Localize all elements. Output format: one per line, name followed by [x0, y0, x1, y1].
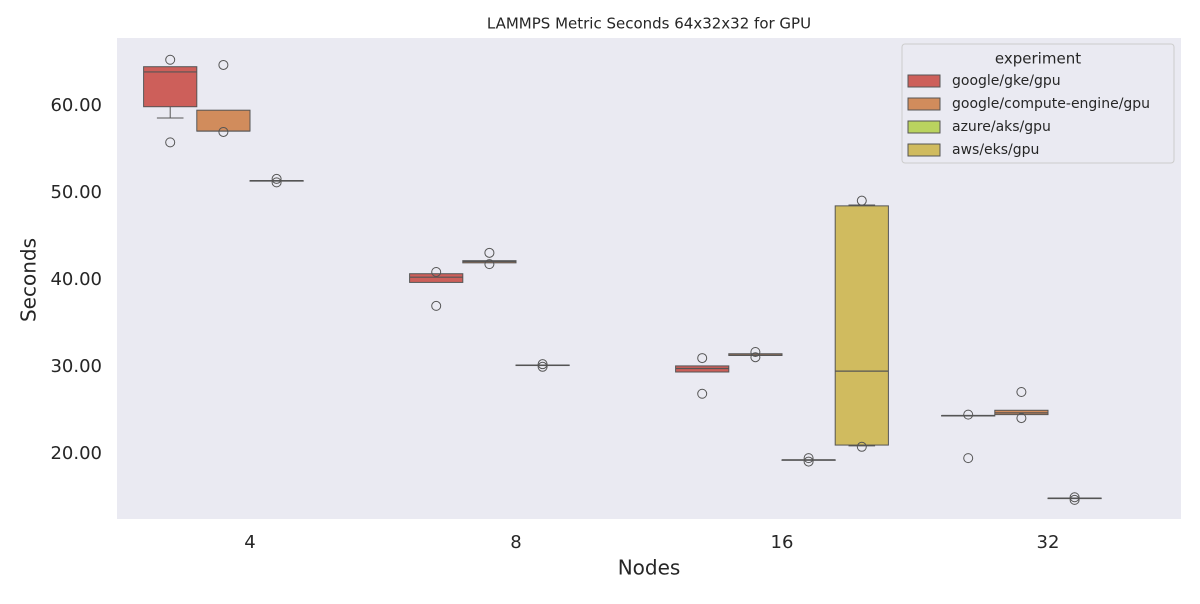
- legend-swatch: [907, 97, 941, 111]
- outlier: [697, 388, 708, 399]
- y-axis-label: Seconds: [17, 238, 41, 322]
- outlier: [484, 247, 495, 258]
- outlier: [1069, 494, 1080, 505]
- x-tick-label: 8: [510, 532, 521, 553]
- outlier: [750, 352, 761, 363]
- x-tick-label: 4: [244, 532, 255, 553]
- outlier: [963, 453, 974, 464]
- outlier: [803, 453, 814, 464]
- outlier: [431, 266, 442, 277]
- y-tick-label: 60.00: [50, 95, 102, 116]
- legend-label: azure/aks/gpu: [952, 119, 1051, 135]
- outlier: [697, 353, 708, 364]
- outlier: [218, 59, 229, 70]
- x-axis-label: Nodes: [618, 556, 681, 580]
- outlier: [856, 441, 867, 452]
- outlier: [484, 259, 495, 270]
- legend-label: google/compute-engine/gpu: [952, 96, 1150, 112]
- outlier: [271, 177, 282, 188]
- outlier: [1069, 492, 1080, 503]
- legend-label: aws/eks/gpu: [952, 142, 1039, 158]
- legend-swatch: [907, 74, 941, 88]
- outlier: [537, 359, 548, 370]
- outlier: [750, 346, 761, 357]
- outlier: [856, 195, 867, 206]
- box: [143, 66, 198, 108]
- legend-box: [901, 43, 1175, 164]
- outlier: [431, 300, 442, 311]
- box: [409, 273, 464, 283]
- x-tick-label: 32: [1037, 532, 1060, 553]
- x-tick-label: 16: [771, 532, 794, 553]
- legend-title: experiment: [995, 50, 1081, 68]
- outlier: [537, 361, 548, 372]
- y-tick-label: 20.00: [50, 443, 102, 464]
- outlier: [271, 173, 282, 184]
- legend-label: google/gke/gpu: [952, 73, 1061, 89]
- legend-swatch: [907, 120, 941, 134]
- outlier: [218, 126, 229, 137]
- outlier: [803, 456, 814, 467]
- y-tick-label: 30.00: [50, 356, 102, 377]
- outlier: [165, 137, 176, 148]
- y-tick-label: 40.00: [50, 269, 102, 290]
- chart-title: LAMMPS Metric Seconds 64x32x32 for GPU: [487, 15, 811, 33]
- y-tick-label: 50.00: [50, 182, 102, 203]
- outlier: [1016, 387, 1027, 398]
- legend: experiment google/gke/gpu google/compute-…: [901, 43, 1175, 164]
- legend-swatch: [907, 143, 941, 157]
- outlier: [165, 54, 176, 65]
- box: [834, 205, 889, 446]
- outlier: [963, 409, 974, 420]
- outlier: [1016, 413, 1027, 424]
